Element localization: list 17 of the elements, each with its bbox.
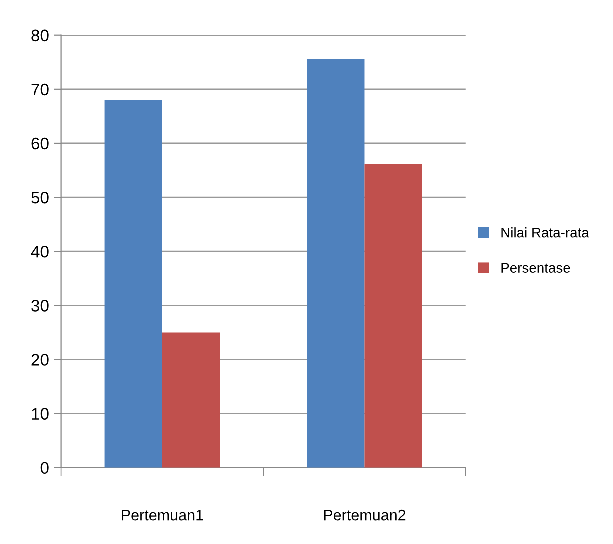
bar: [364, 164, 422, 468]
legend-label: Persentase: [502, 263, 570, 273]
x-tick-label: Pertemuan1: [122, 510, 204, 521]
bar: [104, 100, 162, 468]
y-tick-label: 50: [32, 192, 49, 204]
y-tick-label: 70: [32, 84, 49, 96]
y-tick-label: 60: [32, 138, 49, 150]
y-tick-label: 10: [32, 408, 49, 420]
bar: [162, 332, 220, 468]
legend-label: Nilai Rata-rata: [502, 228, 590, 238]
y-tick-label: 0: [40, 462, 49, 474]
x-tick-label: Pertemuan2: [324, 510, 406, 521]
y-tick-label: 80: [32, 30, 49, 42]
y-tick-label: 40: [31, 246, 49, 258]
bar: [307, 59, 365, 468]
y-tick-label: 20: [32, 354, 49, 366]
y-tick-label: 30: [32, 300, 49, 312]
